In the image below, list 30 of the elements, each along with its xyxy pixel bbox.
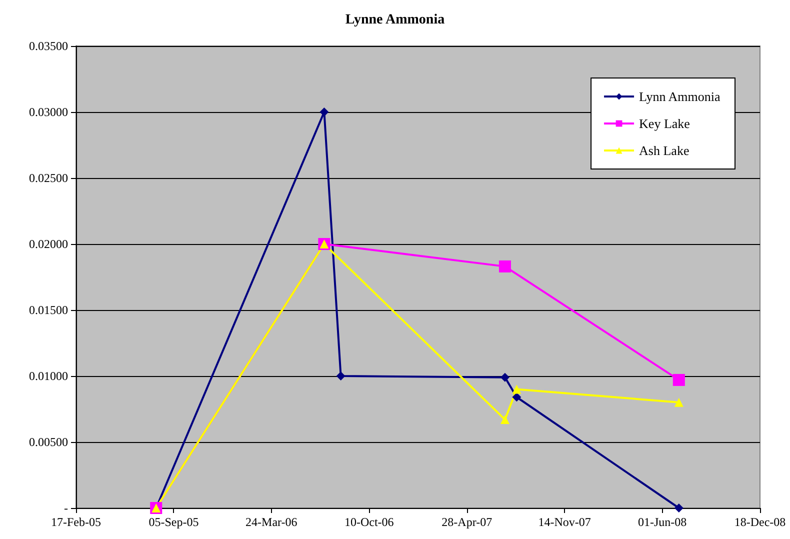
point	[512, 384, 522, 394]
y-tick-label: 0.01000	[29, 369, 68, 383]
chart-title: Lynne Ammonia	[345, 12, 445, 28]
y-tick-label: 0.02500	[29, 171, 68, 185]
point	[672, 374, 685, 386]
x-tick-label: 14-Nov-07	[538, 515, 591, 529]
y-tick-label: 0.02000	[29, 237, 68, 251]
point	[498, 260, 511, 272]
point	[500, 415, 510, 424]
y-tick-label: 0.03500	[29, 39, 68, 53]
x-tick-label: 05-Sep-05	[148, 515, 199, 529]
x-tick-label: 28-Apr-07	[442, 515, 492, 529]
x-tick-label: 18-Dec-08	[734, 515, 786, 529]
x-tick-label: 24-Mar-06	[246, 515, 298, 529]
y-tick-label: 0.01500	[29, 303, 68, 317]
point	[336, 372, 346, 380]
x-tick-label: 10-Oct-06	[344, 515, 394, 529]
point	[674, 504, 684, 512]
y-tick-label: 0.00500	[29, 435, 68, 449]
point	[320, 108, 329, 116]
x-tick-label: 01-Jun-08	[638, 515, 687, 529]
point	[674, 398, 684, 407]
y-tick-label: -	[64, 501, 68, 515]
y-tick-label: 0.03000	[29, 105, 68, 119]
legend-label: Lynn Ammonia	[639, 89, 721, 104]
x-tick-label: 17-Feb-05	[51, 515, 101, 529]
legend-label: Key Lake	[639, 116, 690, 131]
point	[500, 372, 510, 382]
legend-label: Ash Lake	[639, 143, 690, 158]
point	[512, 392, 522, 402]
